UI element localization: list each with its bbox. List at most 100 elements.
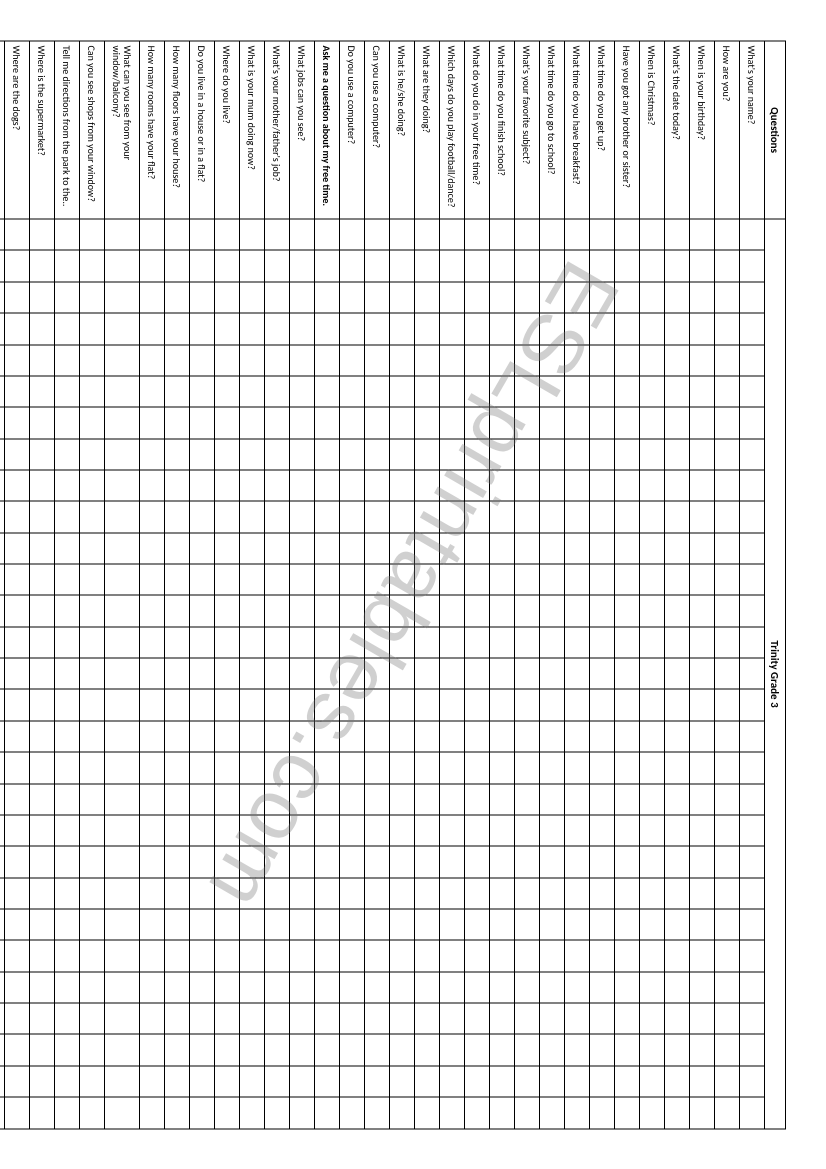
tick-cell	[80, 564, 105, 595]
tick-cell	[165, 1003, 190, 1034]
tick-cell	[365, 846, 390, 877]
tick-cell	[415, 689, 440, 720]
tick-cell	[265, 344, 290, 375]
tick-cell	[265, 846, 290, 877]
question-cell: What jobs can you see?	[290, 41, 315, 219]
tick-cell	[140, 1097, 165, 1129]
tick-cell	[105, 877, 140, 908]
tick-cell	[215, 219, 240, 250]
question-cell: What's the weather like today?	[0, 41, 5, 219]
tick-cell	[80, 313, 105, 344]
tick-cell	[55, 469, 80, 500]
tick-cell	[565, 720, 590, 751]
question-cell: Where are the dogs?	[5, 41, 30, 219]
tick-cell	[390, 469, 415, 500]
tick-cell	[55, 438, 80, 469]
tick-cell	[415, 250, 440, 281]
tick-cell	[340, 626, 365, 657]
tick-cell	[365, 219, 390, 250]
tick-cell	[615, 344, 640, 375]
tick-cell	[30, 501, 55, 532]
tick-cell	[5, 219, 30, 250]
tick-cell	[565, 877, 590, 908]
tick-cell	[615, 689, 640, 720]
tick-cell	[140, 532, 165, 563]
tick-cell	[290, 1034, 315, 1065]
tick-cell	[265, 219, 290, 250]
tick-cell	[80, 532, 105, 563]
tick-cell	[365, 1003, 390, 1034]
tick-cell	[440, 469, 465, 500]
tick-cell	[265, 375, 290, 406]
question-cell: What time do you go to school?	[540, 41, 565, 219]
tick-cell	[215, 469, 240, 500]
tick-cell	[415, 438, 440, 469]
tick-cell	[540, 564, 565, 595]
tick-cell	[290, 689, 315, 720]
tick-cell	[615, 313, 640, 344]
tick-cell	[55, 407, 80, 438]
tick-cell	[565, 564, 590, 595]
tick-cell	[340, 720, 365, 751]
tick-cell	[540, 908, 565, 939]
tick-cell	[615, 814, 640, 845]
tick-cell	[290, 595, 315, 626]
tick-cell	[415, 752, 440, 783]
tick-cell	[465, 438, 490, 469]
tick-cell	[140, 281, 165, 312]
tick-cell	[0, 626, 5, 657]
tick-cell	[0, 501, 5, 532]
tick-cell	[590, 846, 615, 877]
tick-cell	[440, 564, 465, 595]
tick-cell	[340, 438, 365, 469]
tick-cell	[290, 814, 315, 845]
tick-cell	[215, 971, 240, 1002]
tick-cell	[30, 877, 55, 908]
question-cell: What's your name?	[740, 41, 765, 219]
tick-cell	[540, 846, 565, 877]
tick-cell	[5, 344, 30, 375]
table-row: Have you got any brother or sister?	[615, 41, 640, 1129]
tick-cell	[415, 846, 440, 877]
tick-cell	[690, 501, 715, 532]
tick-cell	[340, 219, 365, 250]
tick-cell	[715, 940, 740, 971]
tick-cell	[615, 720, 640, 751]
tick-cell	[540, 532, 565, 563]
tick-cell	[80, 407, 105, 438]
tick-cell	[690, 1003, 715, 1034]
tick-cell	[665, 626, 690, 657]
tick-cell	[140, 1065, 165, 1096]
tick-cell	[740, 564, 765, 595]
tick-cell	[240, 783, 265, 814]
tick-cell	[5, 971, 30, 1002]
tick-cell	[140, 940, 165, 971]
tick-cell	[190, 281, 215, 312]
tick-cell	[340, 752, 365, 783]
tick-cell	[415, 564, 440, 595]
tick-cell	[190, 971, 215, 1002]
tick-cell	[80, 783, 105, 814]
tick-cell	[540, 438, 565, 469]
tick-cell	[665, 877, 690, 908]
tick-cell	[640, 469, 665, 500]
tick-cell	[490, 250, 515, 281]
tick-cell	[0, 564, 5, 595]
tick-cell	[55, 344, 80, 375]
tick-cell	[55, 908, 80, 939]
tick-cell	[715, 1003, 740, 1034]
tick-cell	[690, 814, 715, 845]
tick-cell	[55, 501, 80, 532]
tick-cell	[540, 971, 565, 1002]
tick-cell	[365, 971, 390, 1002]
tick-cell	[490, 689, 515, 720]
tick-cell	[265, 469, 290, 500]
tick-cell	[30, 1034, 55, 1065]
tick-cell	[490, 313, 515, 344]
tick-cell	[615, 971, 640, 1002]
tick-cell	[290, 752, 315, 783]
tick-cell	[440, 908, 465, 939]
tick-cell	[615, 532, 640, 563]
tick-cell	[490, 564, 515, 595]
tick-cell	[55, 1097, 80, 1129]
